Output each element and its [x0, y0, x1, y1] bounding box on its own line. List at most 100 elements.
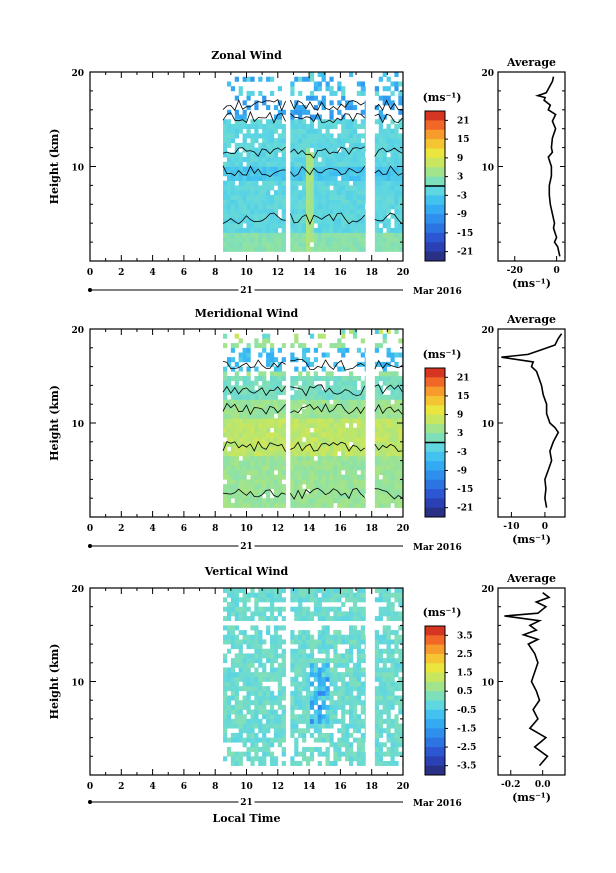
heatmap-cell — [281, 242, 286, 248]
colorbar-tick-label: 15 — [457, 392, 470, 402]
heatmap-cell — [386, 474, 391, 480]
heatmap-cell — [329, 394, 334, 400]
heatmap-cell — [321, 455, 326, 461]
heatmap-cell — [290, 648, 295, 654]
heatmap-cell — [242, 460, 247, 466]
heatmap-cell — [360, 502, 365, 508]
heatmap-cell — [294, 479, 299, 485]
heatmap-cell — [386, 242, 391, 248]
heatmap-cell — [337, 109, 342, 115]
heatmap-cell — [290, 718, 295, 724]
heatmap-cell — [317, 72, 322, 78]
heatmap-cell — [234, 756, 239, 762]
heatmap-cell — [234, 227, 239, 233]
heatmap-cell — [360, 756, 365, 762]
heatmap-cell — [281, 695, 286, 701]
heatmap-cell — [266, 597, 271, 603]
heatmap-cell — [337, 606, 342, 612]
heatmap-cell — [329, 223, 334, 229]
heatmap-cell — [226, 242, 232, 248]
heatmap-cell — [321, 366, 326, 372]
heatmap-cell — [398, 451, 403, 457]
heatmap-cell — [321, 152, 326, 158]
heatmap-cell — [246, 190, 251, 196]
average-x-label: 0 — [542, 522, 548, 532]
heatmap-cell — [321, 592, 326, 598]
heatmap-cell — [394, 204, 399, 210]
heatmap-cell — [262, 246, 267, 252]
heatmap-cell — [398, 204, 403, 210]
heatmap-cell — [294, 161, 299, 167]
heatmap-cell — [298, 418, 303, 424]
heatmap-cell — [277, 371, 283, 377]
heatmap-cell — [223, 399, 228, 405]
heatmap-cell — [234, 204, 239, 210]
heatmap-cell — [360, 634, 365, 640]
heatmap-cell — [250, 723, 255, 729]
colorbar-tick-label: -1.5 — [457, 724, 476, 734]
heatmap-cell — [394, 437, 399, 443]
heatmap-cell — [378, 390, 383, 396]
heatmap-cell — [325, 639, 330, 645]
heatmap-cell — [238, 672, 243, 678]
heatmap-cell — [294, 455, 299, 461]
heatmap-cell — [302, 681, 307, 687]
heatmap-cell — [390, 171, 395, 177]
heatmap-cell — [246, 199, 251, 205]
heatmap-cell — [281, 760, 286, 766]
heatmap-cell — [277, 588, 283, 593]
heatmap-cell — [305, 432, 311, 438]
heatmap-cell — [298, 246, 303, 252]
heatmap-cell — [234, 714, 239, 720]
heatmap-cell — [223, 413, 228, 419]
heatmap-cell — [352, 676, 358, 682]
heatmap-cell — [325, 128, 330, 134]
heatmap-cell — [258, 700, 263, 706]
heatmap-cell — [333, 361, 338, 367]
heatmap-cell — [374, 213, 380, 219]
heatmap-cell — [345, 728, 350, 734]
heatmap-cell — [382, 474, 387, 480]
heatmap-cell — [374, 588, 380, 593]
heatmap-cell — [341, 232, 346, 238]
heatmap-cell — [374, 498, 380, 504]
heatmap-cell — [390, 199, 395, 205]
heatmap-cell — [394, 371, 399, 377]
heatmap-cell — [360, 723, 365, 729]
heatmap-cell — [298, 166, 303, 172]
heatmap-cell — [333, 465, 338, 471]
heatmap-cell — [226, 465, 232, 471]
heatmap-cell — [313, 502, 319, 508]
heatmap-cell — [277, 728, 283, 734]
heatmap-cell — [273, 658, 279, 664]
heatmap-cell — [378, 493, 383, 499]
heatmap-cell — [329, 446, 334, 452]
heatmap-cell — [302, 634, 307, 640]
heatmap-cell — [277, 147, 283, 153]
heatmap-cell — [250, 728, 255, 734]
heatmap-cell — [364, 86, 366, 92]
heatmap-cell — [234, 237, 239, 243]
heatmap-cell — [298, 700, 303, 706]
heatmap-cell — [309, 634, 315, 640]
heatmap-cell — [242, 404, 247, 410]
heatmap-cell — [378, 588, 383, 593]
heatmap-cell — [250, 658, 255, 664]
heatmap-cell — [238, 460, 243, 466]
heatmap-cell — [321, 676, 326, 682]
heatmap-cell — [226, 237, 232, 243]
heatmap-cell — [238, 90, 243, 96]
heatmap-cell — [313, 394, 319, 400]
heatmap-cell — [258, 502, 263, 508]
heatmap-cell — [341, 352, 346, 358]
heatmap-cell — [356, 432, 362, 438]
heatmap-cell — [386, 634, 391, 640]
heatmap-cell — [294, 138, 299, 144]
heatmap-cell — [250, 166, 255, 172]
heatmap-cell — [234, 502, 239, 508]
heatmap-cell — [382, 157, 387, 163]
heatmap-cell — [223, 700, 228, 706]
heatmap-cell — [262, 662, 267, 668]
heatmap-cell — [246, 446, 251, 452]
heatmap-cell — [345, 161, 350, 167]
